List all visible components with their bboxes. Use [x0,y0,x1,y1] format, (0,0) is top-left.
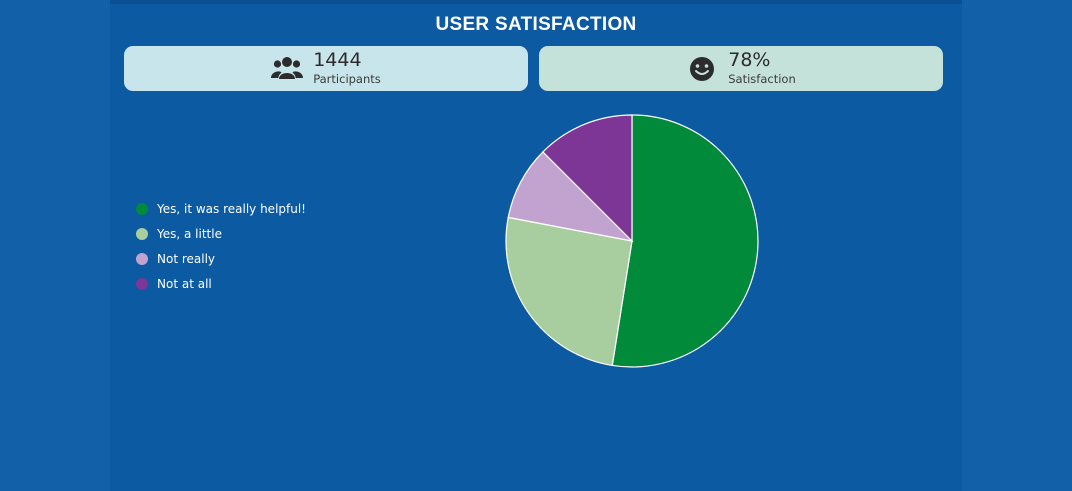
participants-card: 1444 Participants [124,46,528,91]
smiley-icon [686,53,718,85]
legend-item[interactable]: Not at all [136,271,306,296]
participants-value: 1444 [313,49,362,72]
chart-legend: Yes, it was really helpful! Yes, a little… [136,196,306,296]
legend-marker [136,252,148,265]
legend-item[interactable]: Yes, a little [136,221,306,246]
satisfaction-label: Satisfaction [728,72,796,87]
legend-marker [136,227,148,240]
legend-label: Yes, it was really helpful! [157,201,306,216]
legend-label: Not really [157,251,216,266]
pie-chart [505,114,759,368]
participants-label: Participants [313,72,381,87]
dashboard-title: USER SATISFACTION [435,14,637,35]
legend-label: Not at all [157,276,212,291]
pie-slice[interactable] [542,114,633,243]
dashboard-panel: USER SATISFACTION 1444 Participants [110,0,962,491]
satisfaction-value: 78% [728,49,771,72]
legend-marker [136,202,148,215]
legend-item[interactable]: Not really [136,246,306,271]
legend-item[interactable]: Yes, it was really helpful! [136,196,306,221]
pie-slice[interactable] [611,114,759,368]
pie-slice[interactable] [505,216,633,367]
users-icon [271,53,304,85]
pie-slice[interactable] [507,151,634,242]
satisfaction-card: 78% Satisfaction [539,46,943,91]
legend-label: Yes, a little [157,226,222,241]
legend-marker [136,277,148,290]
